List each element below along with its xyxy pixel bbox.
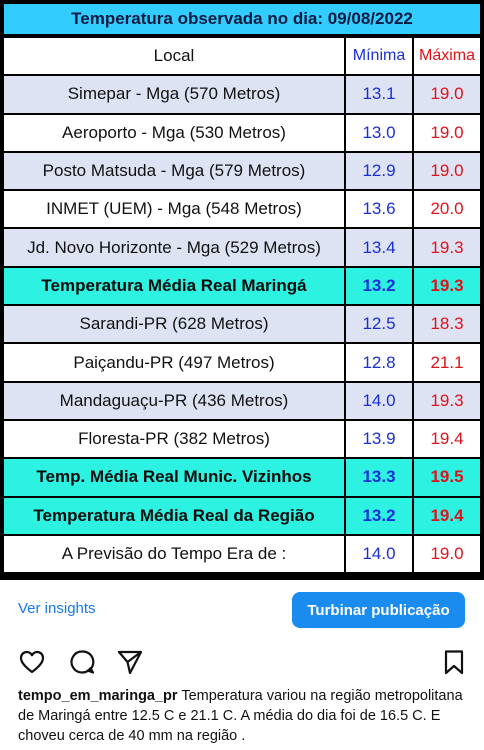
cell-min: 13.6 [346, 191, 412, 228]
cell-local: INMET (UEM) - Mga (548 Metros) [4, 191, 344, 228]
table-row: Jd. Novo Horizonte - Mga (529 Metros) 13.… [4, 229, 480, 266]
header-local: Local [4, 38, 344, 75]
bookmark-icon[interactable] [440, 648, 468, 676]
cell-max: 19.5 [414, 459, 480, 496]
heart-icon[interactable] [18, 648, 46, 676]
table-rows: Local Mínima Máxima Simepar - Mga (570 M… [4, 38, 480, 574]
cell-local: Temperatura Média Real Maringá [4, 267, 344, 305]
cell-min: 13.3 [346, 459, 412, 496]
caption-username[interactable]: tempo_em_maringa_pr [18, 688, 178, 704]
cell-max: 19.4 [414, 420, 480, 458]
comment-icon[interactable] [68, 648, 96, 676]
cell-min: 13.2 [346, 497, 412, 534]
cell-max: 19.0 [414, 535, 480, 573]
table-header-row: Local Mínima Máxima [4, 38, 480, 75]
table-row: Aeroporto - Mga (530 Metros) 13.0 19.0 [4, 114, 480, 151]
table-title: Temperatura observada no dia: 09/08/2022 [4, 4, 480, 34]
table-row: Mandaguaçu-PR (436 Metros) 14.0 19.3 [4, 382, 480, 419]
share-icon[interactable] [116, 648, 144, 676]
cell-max: 19.3 [414, 382, 480, 419]
cell-local: Temp. Média Real Munic. Vizinhos [4, 459, 344, 496]
cell-min: 12.8 [346, 344, 412, 381]
temperature-table: Temperatura observada no dia: 09/08/2022… [0, 0, 484, 580]
cell-min: 13.0 [346, 114, 412, 151]
table-row: Paiçandu-PR (497 Metros) 12.8 21.1 [4, 344, 480, 381]
post-actions-bar: Ver insights Turbinar publicação [0, 580, 484, 640]
table-row: Floresta-PR (382 Metros) 13.9 19.4 [4, 420, 480, 458]
table-row: Sarandi-PR (628 Metros) 12.5 18.3 [4, 306, 480, 343]
cell-min: 12.5 [346, 306, 412, 343]
cell-max: 19.4 [414, 497, 480, 534]
cell-local: Sarandi-PR (628 Metros) [4, 306, 344, 343]
cell-max: 19.0 [414, 76, 480, 113]
cell-max: 19.3 [414, 267, 480, 305]
cell-min: 13.1 [346, 76, 412, 113]
cell-local: A Previsão do Tempo Era de : [4, 535, 344, 573]
post-caption: tempo_em_maringa_pr Temperatura variou n… [18, 686, 473, 746]
table-row: INMET (UEM) - Mga (548 Metros) 13.6 20.0 [4, 191, 480, 228]
header-max: Máxima [414, 38, 480, 75]
table-row: Temperatura Média Real da Região 13.2 19.4 [4, 497, 480, 534]
cell-local: Aeroporto - Mga (530 Metros) [4, 114, 344, 151]
table-row: A Previsão do Tempo Era de :14.0 19.0 [4, 535, 480, 573]
cell-local: Paiçandu-PR (497 Metros) [4, 344, 344, 381]
cell-min: 14.0 [346, 535, 412, 573]
cell-max: 19.3 [414, 229, 480, 266]
cell-local: Floresta-PR (382 Metros) [4, 420, 344, 458]
cell-max: 18.3 [414, 306, 480, 343]
cell-max: 21.1 [414, 344, 480, 381]
cell-local: Temperatura Média Real da Região [4, 497, 344, 534]
cell-min: 13.2 [346, 267, 412, 305]
cell-local: Posto Matsuda - Mga (579 Metros) [4, 152, 344, 190]
cell-min: 12.9 [346, 152, 412, 190]
cell-min: 14.0 [346, 382, 412, 419]
cell-max: 19.0 [414, 152, 480, 190]
cell-min: 13.9 [346, 420, 412, 458]
cell-local: Jd. Novo Horizonte - Mga (529 Metros) [4, 229, 344, 266]
cell-max: 20.0 [414, 191, 480, 228]
post-icon-row [0, 642, 484, 682]
table-row: Posto Matsuda - Mga (579 Metros) 12.9 19.0 [4, 152, 480, 190]
cell-local: Mandaguaçu-PR (436 Metros) [4, 382, 344, 419]
caption-text: Temperatura variou na região metropolita… [18, 688, 463, 744]
cell-max: 19.0 [414, 114, 480, 151]
table-row: Temperatura Média Real Maringá 13.2 19.3 [4, 267, 480, 305]
header-min: Mínima [346, 38, 412, 75]
table-row: Simepar - Mga (570 Metros) 13.1 19.0 [4, 76, 480, 113]
cell-local: Simepar - Mga (570 Metros) [4, 76, 344, 113]
cell-min: 13.4 [346, 229, 412, 266]
boost-post-button[interactable]: Turbinar publicação [292, 592, 465, 628]
view-insights-link[interactable]: Ver insights [18, 600, 96, 617]
table-row: Temp. Média Real Munic. Vizinhos 13.3 19.5 [4, 459, 480, 496]
